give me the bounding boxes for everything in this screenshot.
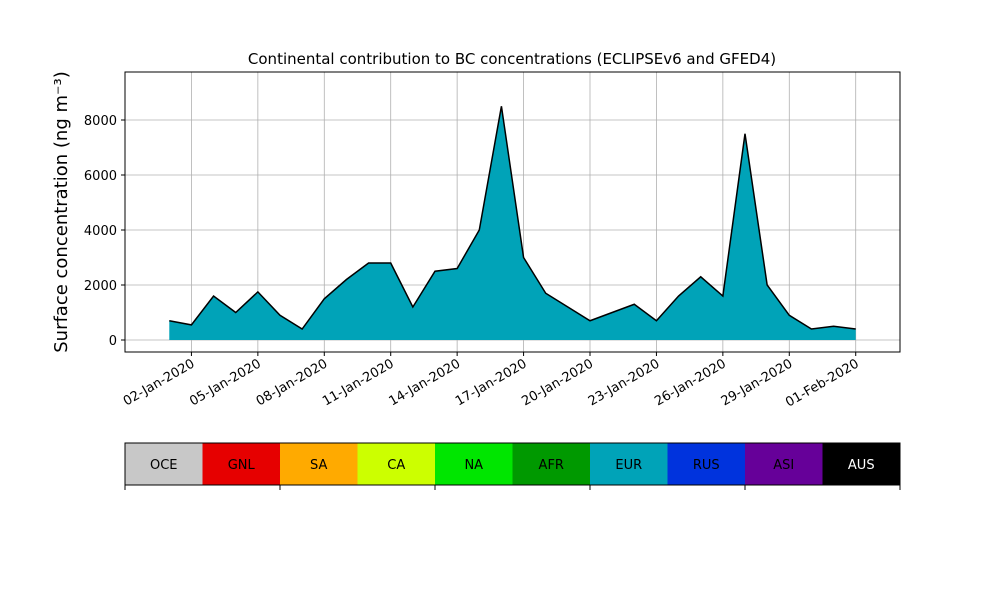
y-axis-label: Surface concentration (ng m⁻³) (51, 71, 72, 353)
legend-swatch (202, 443, 280, 485)
legend-label: GNL (228, 458, 256, 473)
x-tick-label: 08-Jan-2020 (254, 356, 331, 409)
x-tick-label: 11-Jan-2020 (320, 356, 397, 409)
legend-frame (124, 442, 901, 486)
legend-swatch (357, 443, 435, 485)
legend-swatch (435, 443, 513, 485)
x-tick-label: 29-Jan-2020 (719, 356, 796, 409)
colorbar-ticks (124, 485, 901, 490)
x-tick-label: 17-Jan-2020 (453, 356, 530, 409)
total-outline (169, 106, 856, 331)
x-tick-label: 26-Jan-2020 (652, 356, 729, 409)
legend-label: CA (387, 458, 405, 473)
x-tick-label: 14-Jan-2020 (387, 356, 464, 409)
legend-swatch (280, 443, 358, 485)
legend-label: AUS (848, 458, 875, 473)
x-tick-label: 01-Feb-2020 (783, 356, 862, 410)
area (169, 106, 856, 341)
legend-label: NA (464, 458, 483, 473)
legend-swatch (822, 443, 900, 485)
legend-label: OCE (150, 458, 178, 473)
y-tick-label: 6000 (84, 169, 117, 184)
legend-label: EUR (615, 458, 642, 473)
legend-label: SA (310, 458, 327, 473)
legend-label: RUS (693, 458, 720, 473)
legend-swatch (667, 443, 745, 485)
chart-title: Continental contribution to BC concentra… (248, 50, 776, 68)
x-tick-label: 05-Jan-2020 (187, 356, 264, 409)
legend-swatch (590, 443, 668, 485)
legend-label: ASI (773, 458, 794, 473)
legend-label: AFR (539, 458, 564, 473)
y-tick-label: 0 (109, 334, 117, 349)
x-tick-label: 02-Jan-2020 (121, 356, 198, 409)
y-tick-label: 8000 (84, 114, 117, 129)
legend-swatch (125, 443, 203, 485)
x-tick-label: 20-Jan-2020 (519, 356, 596, 409)
legend-swatch (745, 443, 823, 485)
x-tick-label: 23-Jan-2020 (586, 356, 663, 409)
plot-frame (124, 71, 901, 353)
y-tick-label: 4000 (84, 224, 117, 239)
y-tick-label: 2000 (84, 279, 117, 294)
legend-swatch (512, 443, 590, 485)
